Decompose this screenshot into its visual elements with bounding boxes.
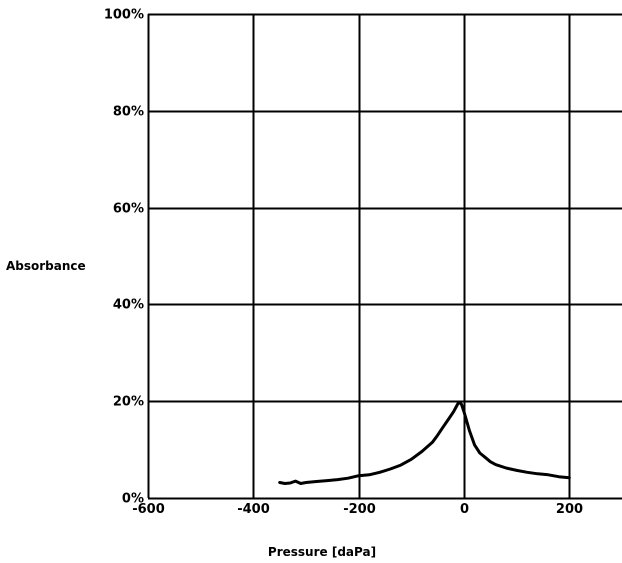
y-tick-label: 80% bbox=[113, 105, 144, 120]
x-axis-tick-labels: -600 -400 -200 0 200 bbox=[132, 502, 583, 517]
x-tick-label: -600 bbox=[132, 502, 165, 517]
plot-area bbox=[278, 400, 571, 485]
y-tick-label: 0% bbox=[122, 492, 144, 507]
y-tick-label: 100% bbox=[104, 8, 144, 23]
y-tick-label: 40% bbox=[113, 298, 144, 313]
y-tick-label: 20% bbox=[113, 395, 144, 410]
series-line-0 bbox=[278, 400, 571, 485]
x-tick-label: 0 bbox=[460, 502, 469, 517]
grid bbox=[147, 13, 622, 500]
x-tick-label: -200 bbox=[343, 502, 376, 517]
y-tick-label: 60% bbox=[113, 202, 144, 217]
x-tick-label: 200 bbox=[556, 502, 583, 517]
x-axis-title: Pressure [daPa] bbox=[268, 545, 376, 559]
x-tick-label: -400 bbox=[237, 502, 270, 517]
y-axis-title: Absorbance bbox=[6, 259, 86, 273]
y-axis-tick-labels: 0% 20% 40% 60% 80% 100% bbox=[104, 8, 144, 507]
